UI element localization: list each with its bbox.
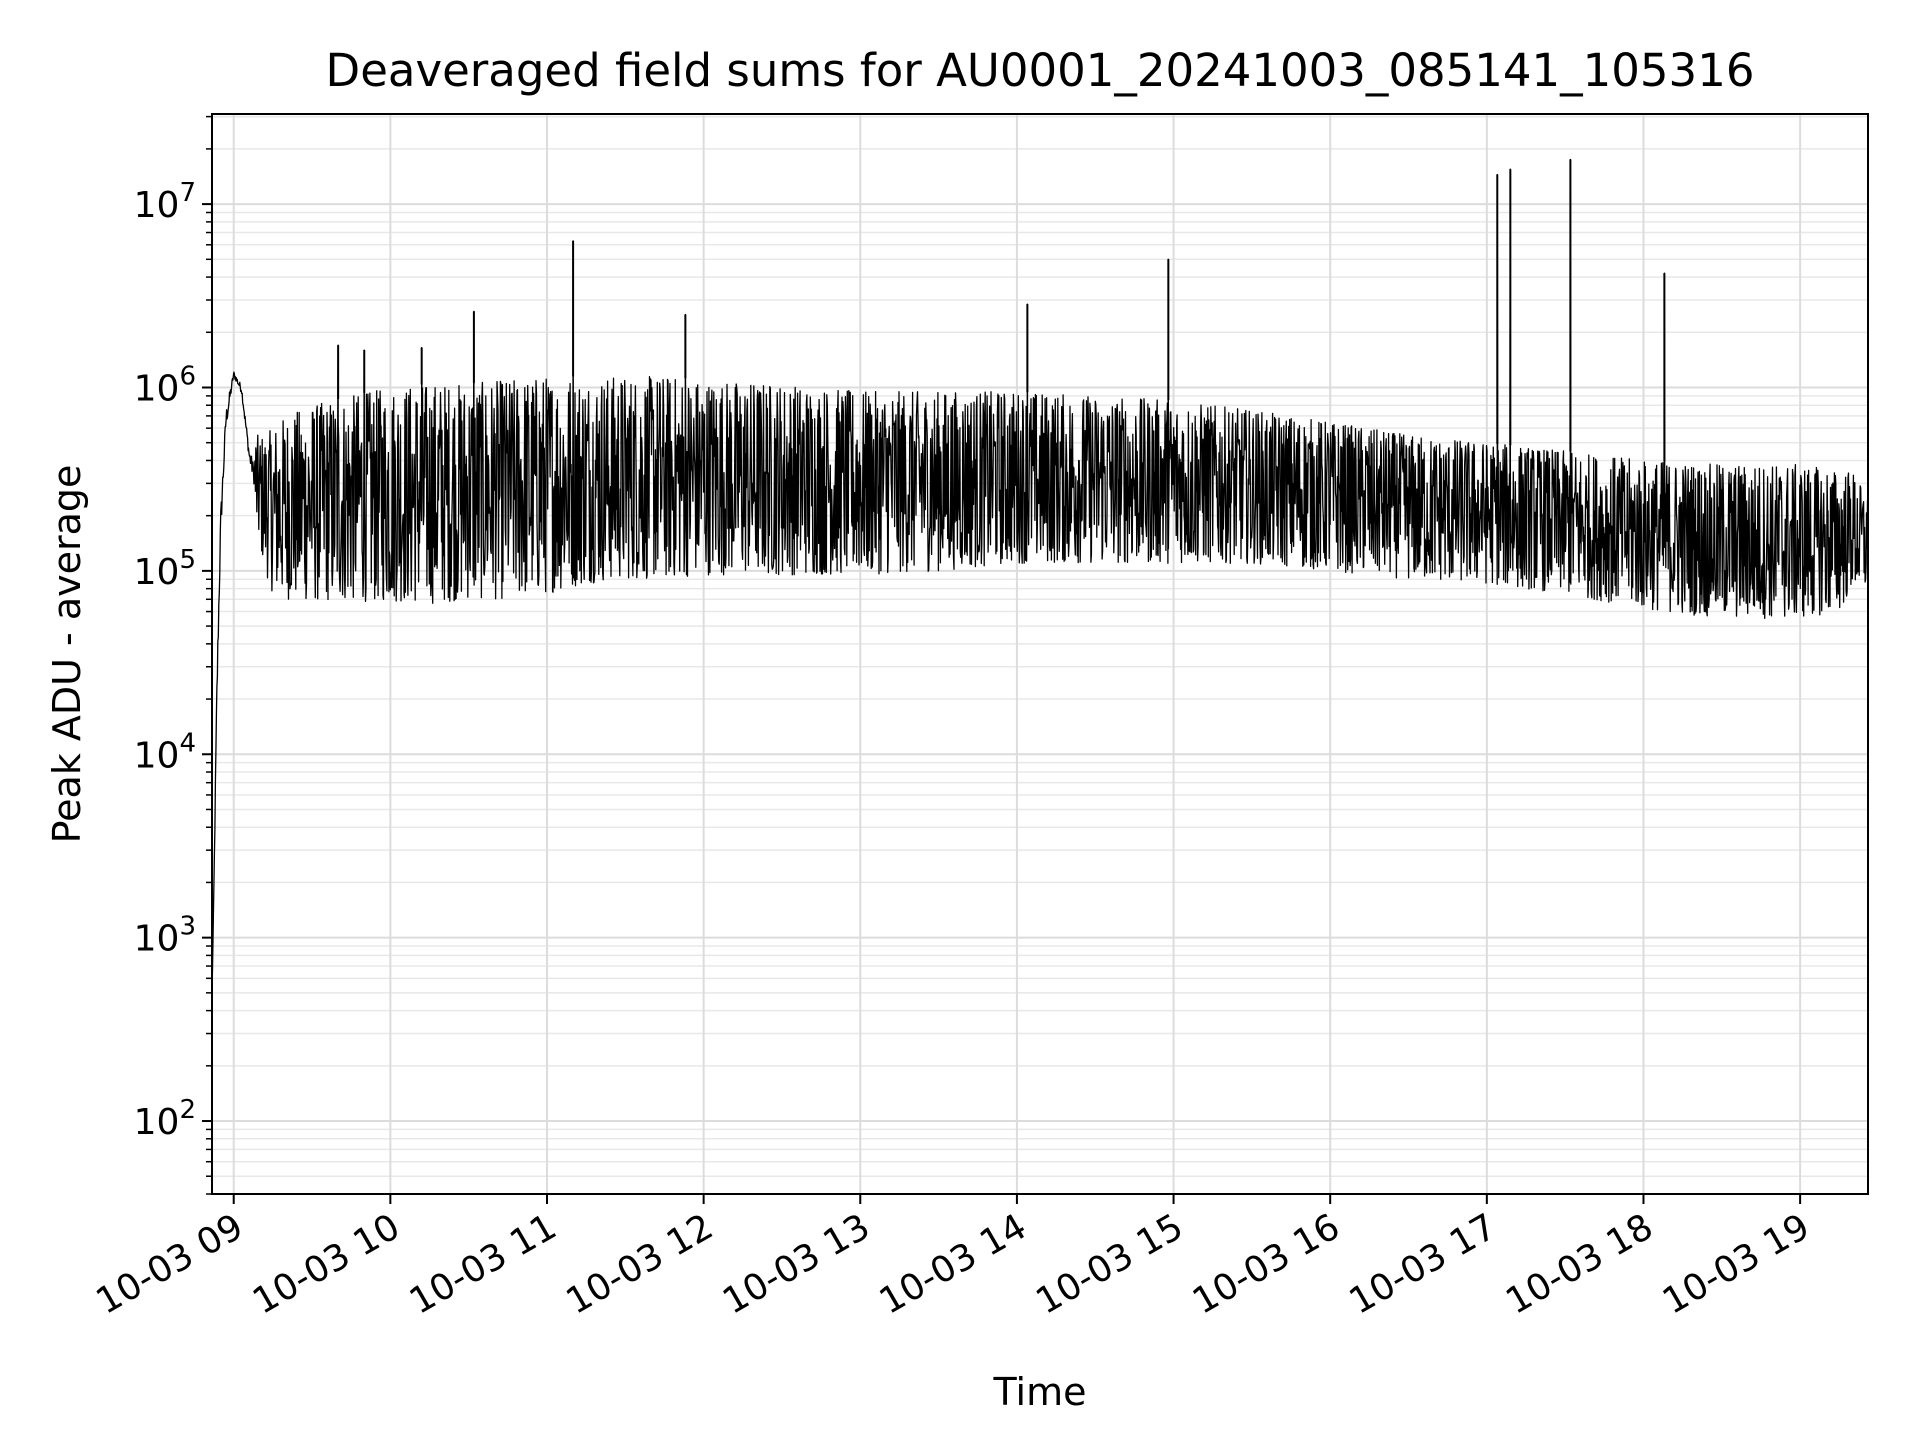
y-tick-label: 107 — [134, 178, 196, 226]
y-tick-label: 106 — [134, 361, 196, 409]
data-series — [211, 158, 1869, 994]
y-axis: 102 103 104 105 106 107 — [134, 115, 212, 1195]
x-axis-label: Time — [993, 1370, 1087, 1414]
chart-title: Deaveraged field sums for AU0001_2024100… — [326, 44, 1755, 97]
y-axis-label: Peak ADU - average — [45, 465, 89, 844]
y-tick-label: 102 — [134, 1095, 196, 1143]
y-tick-label: 105 — [134, 545, 196, 593]
y-tick-label: 104 — [134, 728, 196, 776]
y-tick-label: 103 — [134, 912, 196, 960]
plot-frame — [211, 113, 1869, 1195]
major-grid — [212, 114, 1868, 1194]
series-line — [211, 158, 1869, 994]
minor-grid — [212, 115, 1868, 1195]
